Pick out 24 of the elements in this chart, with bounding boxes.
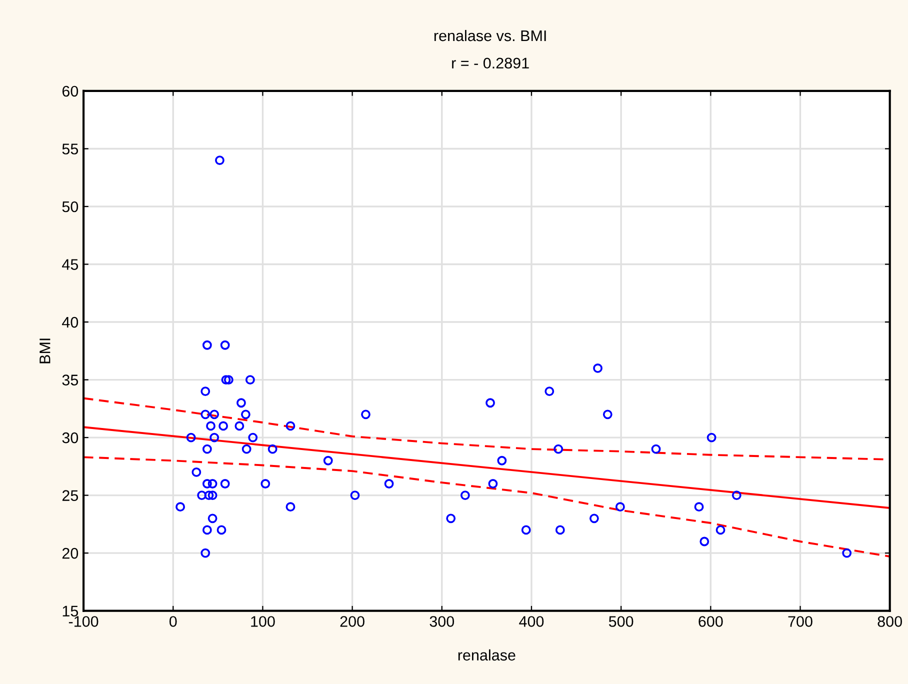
chart-subtitle: r = - 0.2891: [452, 58, 529, 69]
y-tick-label: 45: [62, 259, 78, 270]
x-axis-title: renalase: [458, 649, 516, 661]
y-tick-label: 20: [62, 548, 78, 559]
y-tick-label: 15: [62, 606, 78, 616]
y-axis-title: BMI: [40, 338, 50, 364]
x-tick-label: 200: [340, 616, 364, 627]
x-tick-label: 800: [878, 616, 902, 627]
x-tick-label: -100: [68, 616, 98, 627]
y-tick-label: 30: [62, 432, 78, 444]
x-tick-label: 500: [608, 616, 634, 627]
x-tick-label: 400: [519, 616, 544, 627]
x-tick-label: 700: [788, 616, 812, 627]
x-tick-label: 100: [251, 616, 275, 627]
x-tick-label: 0: [169, 616, 177, 627]
y-tick-label: 35: [62, 374, 78, 386]
y-tick-label: 40: [62, 316, 78, 328]
x-tick-label: 300: [430, 616, 454, 627]
y-tick-label: 55: [62, 144, 78, 154]
y-tick-label: 25: [62, 490, 78, 501]
y-tick-label: 50: [62, 201, 78, 212]
chart-title: renalase vs. BMI: [434, 30, 546, 42]
x-tick-label: 600: [698, 616, 723, 627]
y-tick-label: 60: [62, 86, 78, 97]
